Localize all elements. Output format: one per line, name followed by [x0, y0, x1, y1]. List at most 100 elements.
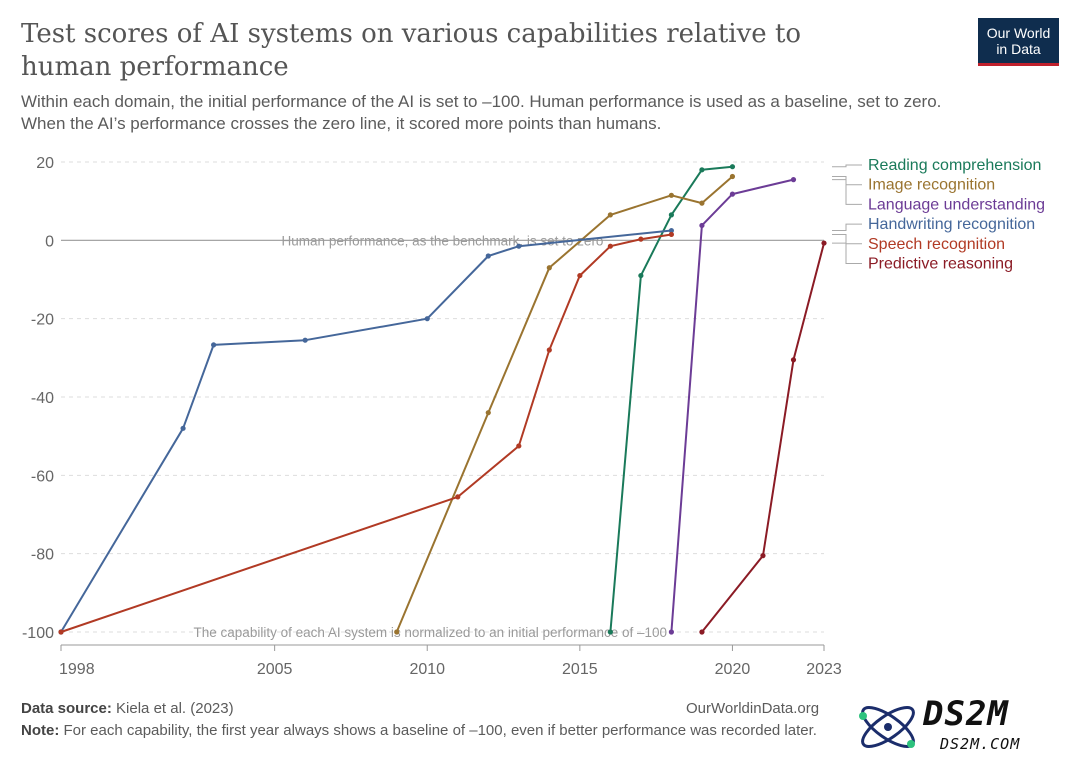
- data-point-language-understanding[interactable]: [699, 222, 705, 229]
- data-point-speech-recognition[interactable]: [638, 236, 644, 242]
- data-point-reading-comprehension[interactable]: [729, 164, 736, 170]
- data-point-speech-recognition[interactable]: [607, 243, 613, 249]
- legend-item-image-recognition[interactable]: Image recognition: [832, 176, 995, 194]
- data-point-predictive-reasoning[interactable]: [821, 240, 827, 246]
- x-tick-label: 2020: [715, 661, 751, 678]
- data-point-image-recognition[interactable]: [729, 173, 736, 180]
- series-reading-comprehension[interactable]: [607, 164, 736, 635]
- data-point-speech-recognition[interactable]: [455, 494, 461, 500]
- annotation-1: Human performance, as the benchmark, is …: [282, 233, 604, 248]
- axes: 20 0 -20 -40 -60 -80 -100 1998 2005 2010 2015 2020 2…: [22, 155, 842, 678]
- series-language-understanding[interactable]: [668, 177, 797, 635]
- data-point-speech-recognition[interactable]: [577, 272, 583, 279]
- data-point-handwriting-recognition[interactable]: [180, 425, 186, 431]
- data-point-handwriting-recognition[interactable]: [516, 243, 522, 249]
- legend-connector: [832, 179, 862, 205]
- annotation-2: The capability of each AI system is norm…: [194, 625, 668, 640]
- legend-label[interactable]: Reading comprehension: [868, 157, 1041, 174]
- legend-item-predictive-reasoning[interactable]: Predictive reasoning: [832, 242, 1013, 273]
- data-point-image-recognition[interactable]: [607, 212, 613, 218]
- series-line-language-understanding[interactable]: [670, 178, 794, 633]
- footnote: Note: For each capability, the first yea…: [21, 722, 817, 739]
- y-tick-label: 0: [45, 233, 54, 250]
- data-point-image-recognition[interactable]: [699, 200, 705, 206]
- ds2m-watermark: DS2M DS2M.COM: [845, 690, 1080, 763]
- data-point-speech-recognition[interactable]: [58, 629, 64, 635]
- data-point-image-recognition[interactable]: [485, 410, 491, 416]
- data-source: Data source: Kiela et al. (2023): [21, 700, 234, 717]
- x-tick-label: 2010: [409, 661, 445, 678]
- data-source-label: Data source:: [21, 700, 112, 717]
- grid-lines: [61, 161, 824, 633]
- note-clip: Note: For each capability, the first yea…: [0, 718, 845, 748]
- y-tick-label: -60: [31, 468, 54, 485]
- series-predictive-reasoning[interactable]: [699, 240, 827, 635]
- legend: Reading comprehension Image recognition La…: [832, 157, 1045, 273]
- legend-label[interactable]: Speech recognition: [868, 236, 1005, 253]
- legend-item-speech-recognition[interactable]: Speech recognition: [832, 234, 1005, 253]
- data-point-handwriting-recognition[interactable]: [668, 227, 675, 234]
- data-point-speech-recognition[interactable]: [668, 231, 675, 238]
- data-point-speech-recognition[interactable]: [516, 443, 522, 449]
- series-line-handwriting-recognition[interactable]: [60, 229, 672, 633]
- legend-item-handwriting-recognition[interactable]: Handwriting recognition: [832, 216, 1035, 233]
- y-tick-label: -100: [22, 625, 54, 642]
- data-point-speech-recognition[interactable]: [546, 347, 552, 353]
- data-point-predictive-reasoning[interactable]: [699, 629, 705, 635]
- legend-label[interactable]: Predictive reasoning: [868, 256, 1013, 273]
- series-handwriting-recognition[interactable]: [58, 227, 675, 635]
- owid-url-link[interactable]: OurWorldinData.org: [686, 700, 820, 717]
- data-point-image-recognition[interactable]: [546, 265, 552, 271]
- data-point-predictive-reasoning[interactable]: [760, 553, 766, 559]
- data-point-handwriting-recognition[interactable]: [485, 253, 491, 259]
- chart-title: Test scores of AI systems on various cap…: [21, 19, 802, 82]
- series-line-speech-recognition[interactable]: [60, 233, 672, 633]
- note-text: For each capability, the first year alwa…: [59, 722, 817, 739]
- watermark-sub: DS2M.COM: [940, 735, 1021, 753]
- watermark-brand: DS2M: [923, 694, 1009, 734]
- data-point-language-understanding[interactable]: [668, 629, 675, 635]
- y-tick-label: -40: [31, 390, 54, 407]
- data-point-reading-comprehension[interactable]: [699, 167, 705, 173]
- atom-logo-icon: [859, 706, 915, 748]
- data-source-text: Kiela et al. (2023): [111, 700, 234, 717]
- note-label: Note:: [21, 722, 60, 739]
- series-image-recognition[interactable]: [394, 173, 736, 635]
- y-tick-label: 20: [36, 155, 54, 172]
- legend-connector: [832, 223, 862, 231]
- data-point-language-understanding[interactable]: [790, 177, 797, 183]
- legend-connector: [832, 176, 862, 186]
- legend-label[interactable]: Language understanding: [868, 196, 1045, 213]
- subtitle-line-2: When the AI’s performance crosses the ze…: [21, 114, 662, 133]
- legend-item-language-understanding[interactable]: Language understanding: [832, 179, 1045, 214]
- data-point-handwriting-recognition[interactable]: [211, 342, 217, 348]
- data-point-image-recognition[interactable]: [394, 629, 400, 635]
- annotations: Human performance, as the benchmark, is …: [194, 233, 668, 640]
- data-point-handwriting-recognition[interactable]: [424, 316, 430, 322]
- logo-line-1: Our World: [986, 25, 1051, 41]
- y-tick-label: -80: [31, 547, 54, 564]
- x-tick-label: 2015: [562, 661, 598, 678]
- chart-subtitle: Within each domain, the initial performa…: [21, 91, 1061, 135]
- series-lines: [58, 164, 827, 635]
- data-point-reading-comprehension[interactable]: [638, 272, 644, 279]
- data-point-reading-comprehension[interactable]: [668, 212, 675, 218]
- data-point-language-understanding[interactable]: [729, 191, 736, 197]
- x-tick-label: 2023: [806, 661, 842, 678]
- legend-item-reading-comprehension[interactable]: Reading comprehension: [832, 157, 1041, 174]
- x-tick-label: 2005: [257, 661, 293, 678]
- legend-label[interactable]: Handwriting recognition: [868, 216, 1035, 233]
- owid-logo[interactable]: Our World in Data: [978, 18, 1059, 66]
- series-line-predictive-reasoning[interactable]: [701, 242, 825, 633]
- data-point-handwriting-recognition[interactable]: [302, 337, 308, 343]
- y-tick-label: -20: [31, 312, 54, 329]
- series-speech-recognition[interactable]: [58, 231, 675, 635]
- legend-label[interactable]: Image recognition: [868, 177, 995, 194]
- legend-connector: [832, 234, 862, 245]
- legend-connector: [832, 164, 862, 168]
- data-point-predictive-reasoning[interactable]: [790, 357, 797, 363]
- data-point-image-recognition[interactable]: [668, 192, 675, 198]
- x-tick-label: 1998: [59, 661, 95, 678]
- data-point-reading-comprehension[interactable]: [607, 629, 613, 635]
- legend-connector: [832, 242, 862, 264]
